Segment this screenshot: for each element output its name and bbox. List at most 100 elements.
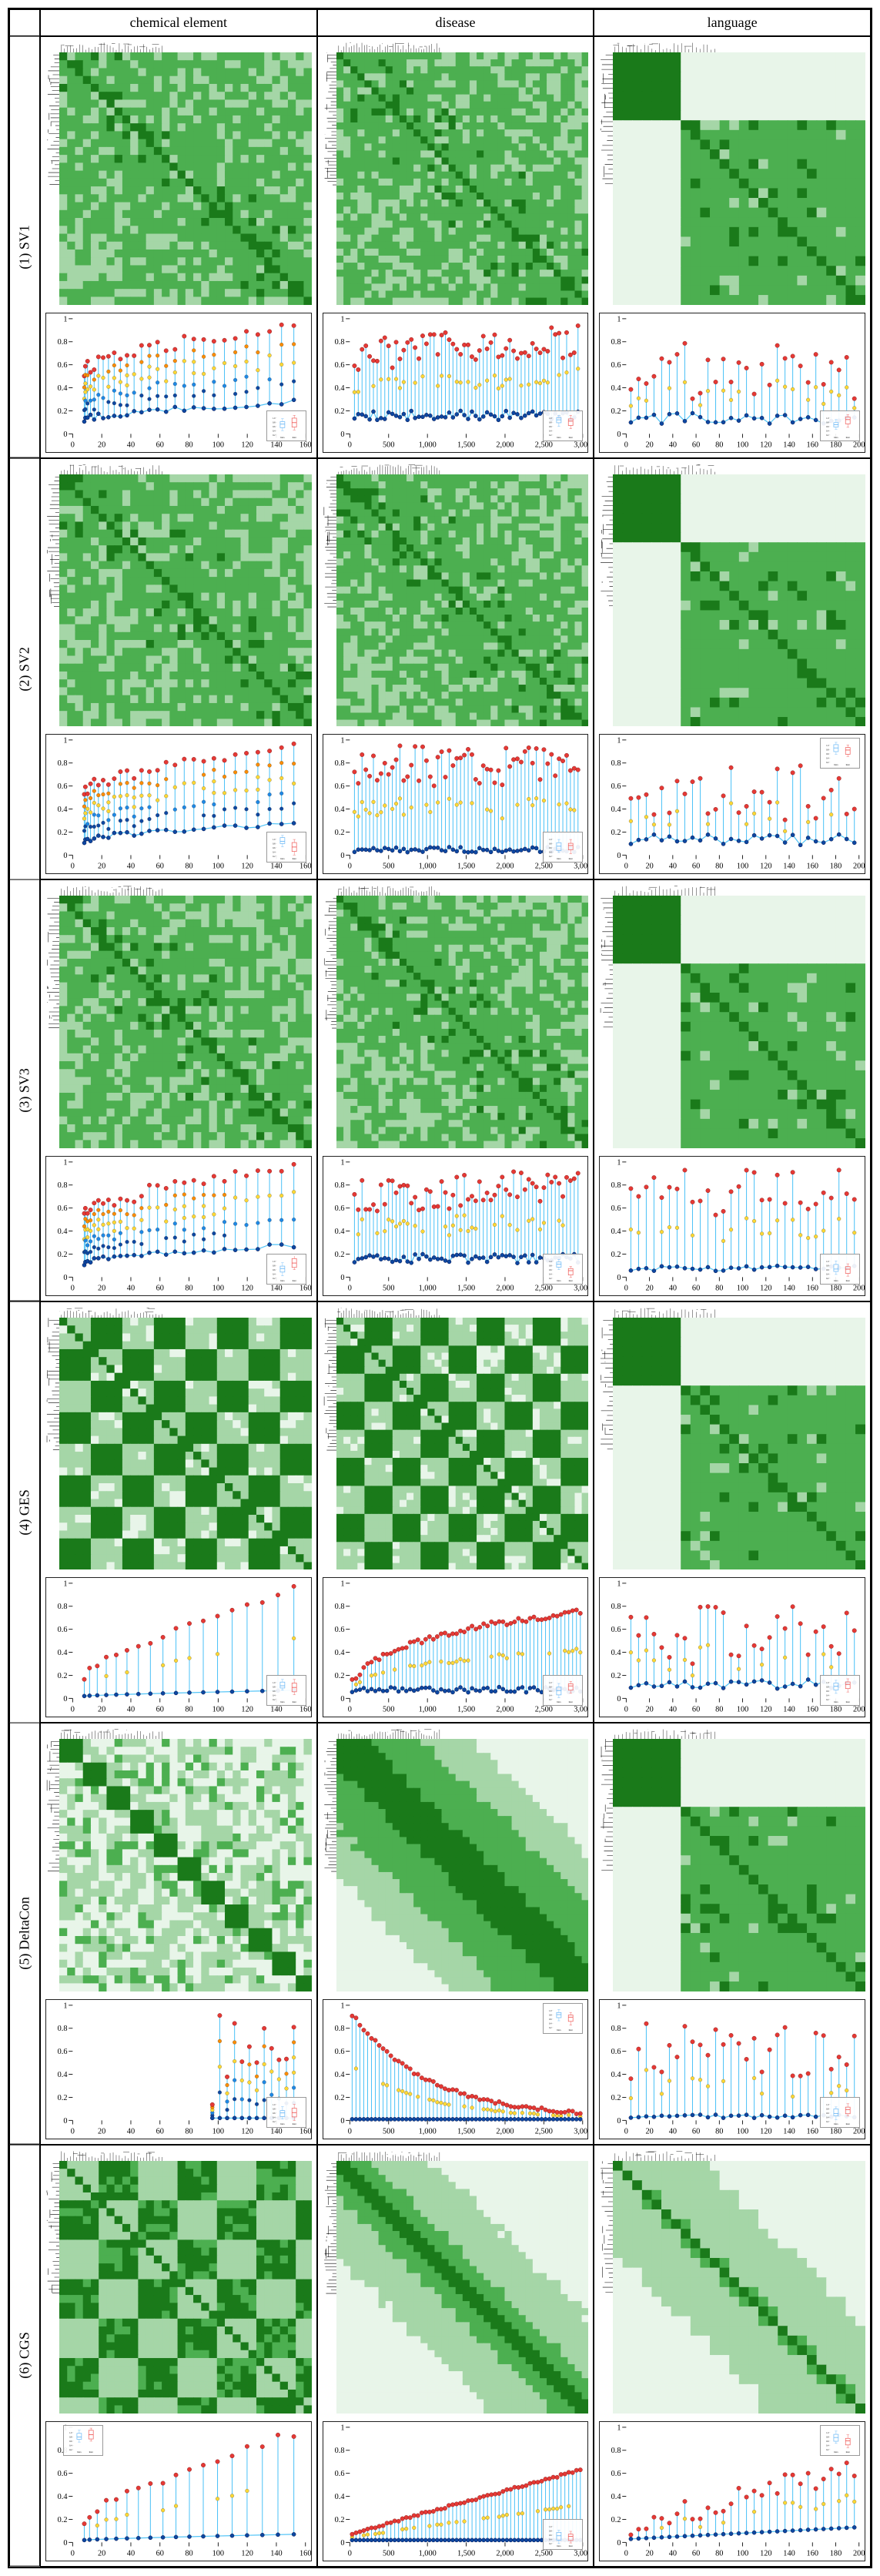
svg-text:60: 60 [156, 863, 164, 871]
svg-text:160: 160 [299, 863, 311, 871]
heatmap [323, 885, 589, 1151]
svg-text:0.6: 0.6 [611, 361, 621, 370]
svg-text:120: 120 [760, 440, 771, 449]
scatter-plot: 00.20.40.60.8105001,0001,5002,0002,5003,… [323, 2421, 589, 2561]
svg-text:180: 180 [830, 440, 842, 449]
svg-text:0.4: 0.4 [611, 384, 621, 393]
svg-text:100: 100 [737, 440, 748, 449]
heatmap [323, 2150, 589, 2417]
svg-text:0.2: 0.2 [611, 407, 621, 416]
grid-cell: 00.20.40.60.8105001,0001,5002,0002,5003,… [317, 2145, 594, 2567]
svg-text:200: 200 [853, 440, 865, 449]
inset-boxplot: 0.20.40.60.81.0IntraInter [266, 410, 306, 441]
row-label: (1) SV1 [9, 36, 40, 458]
inset-boxplot: 0.20.40.60.81.0IntraInter [543, 2003, 583, 2034]
scatter-plot: 00.20.40.60.8105001,0001,5002,0002,5003,… [323, 1999, 589, 2139]
svg-text:1: 1 [63, 315, 67, 323]
row-label: (5) DeltaCon [9, 1723, 40, 2145]
scatter-plot: 00.20.40.60.810204060801001201401600.20.… [45, 1577, 312, 1717]
heatmap [599, 1728, 865, 1995]
heatmap [323, 464, 589, 730]
svg-text:0.8: 0.8 [611, 338, 621, 347]
scatter-plot: 00.20.40.60.8105001,0001,5002,0002,5003,… [323, 734, 589, 874]
svg-text:Inter: Inter [569, 437, 573, 439]
grid-cell: 00.20.40.60.8102040608010012014016018020… [594, 1723, 871, 2145]
svg-text:120: 120 [241, 863, 253, 871]
svg-text:0: 0 [624, 440, 628, 449]
heatmap [323, 1728, 589, 1995]
scatter-plot: 00.20.40.60.8102040608010012014016018020… [599, 1577, 865, 1717]
scatter-plot: 00.20.40.60.8102040608010012014016018020… [599, 734, 865, 874]
svg-text:0.6: 0.6 [58, 361, 68, 370]
svg-text:0.8: 0.8 [334, 338, 344, 347]
svg-text:1,500: 1,500 [457, 440, 475, 449]
inset-boxplot: 0.20.40.60.81.0IntraInter [266, 1675, 306, 1706]
column-header: language [594, 9, 871, 36]
svg-text:40: 40 [669, 440, 677, 449]
inset-boxplot: 0.20.40.60.81.0IntraInter [63, 2425, 103, 2456]
svg-text:0.8: 0.8 [58, 338, 68, 347]
svg-text:0: 0 [63, 852, 67, 860]
svg-text:Intra: Intra [557, 437, 562, 439]
svg-text:160: 160 [299, 440, 311, 449]
scatter-plot: 00.20.40.60.810204060801001201401600.20.… [45, 1999, 312, 2139]
row-label: (2) SV2 [9, 458, 40, 880]
svg-text:2,000: 2,000 [496, 440, 514, 449]
svg-text:0: 0 [347, 440, 351, 449]
svg-text:0.4: 0.4 [334, 384, 344, 393]
svg-text:3,000: 3,000 [574, 440, 587, 449]
scatter-plot: 00.20.40.60.810204060801001201401600.20.… [45, 2421, 312, 2561]
inset-boxplot: 0.20.40.60.81.0IntraInter [820, 1675, 860, 1706]
scatter-plot: 00.20.40.60.8105001,0001,5002,0002,5003,… [323, 1577, 589, 1717]
svg-text:100: 100 [212, 863, 224, 871]
inset-boxplot: 0.20.40.60.81.0IntraInter [266, 1254, 306, 1285]
heatmap [45, 42, 312, 308]
svg-text:40: 40 [127, 440, 135, 449]
svg-text:0.8: 0.8 [549, 421, 552, 424]
svg-text:0.6: 0.6 [549, 426, 552, 428]
svg-text:2,500: 2,500 [534, 440, 552, 449]
svg-text:0.6: 0.6 [273, 426, 276, 428]
heatmap [323, 1307, 589, 1573]
inset-boxplot: 0.20.40.60.81.0IntraInter [266, 2097, 306, 2128]
svg-text:0.2: 0.2 [273, 434, 276, 437]
heatmap [45, 1728, 312, 1995]
grid-cell: 00.20.40.60.8102040608010012014016018020… [594, 879, 871, 1301]
grid-cell: 00.20.40.60.8105001,0001,5002,0002,5003,… [317, 1301, 594, 1723]
svg-text:40: 40 [127, 863, 135, 871]
heatmap [323, 42, 589, 308]
scatter-plot: 00.20.40.60.8105001,0001,5002,0002,5003,… [323, 313, 589, 453]
scatter-plot: 00.20.40.60.8102040608010012014016018020… [599, 1999, 865, 2139]
svg-text:0.8: 0.8 [58, 759, 68, 768]
row-label: (3) SV3 [9, 879, 40, 1301]
svg-text:1.0: 1.0 [273, 417, 276, 420]
svg-text:0: 0 [63, 430, 67, 438]
inset-boxplot: 0.20.40.60.81.0IntraInter [543, 1254, 583, 1285]
inset-boxplot: 0.20.40.60.81.0IntraInter [543, 410, 583, 441]
svg-text:0.6: 0.6 [334, 361, 344, 370]
inset-boxplot: 0.20.40.60.81.0IntraInter [543, 832, 583, 863]
svg-text:0: 0 [71, 440, 75, 449]
heatmap [599, 885, 865, 1151]
corner-cell [9, 9, 40, 36]
inset-boxplot: 0.20.40.60.81.0IntraInter [820, 2425, 860, 2456]
scatter-plot: 00.20.40.60.8102040608010012014016018020… [599, 313, 865, 453]
grid-cell: 00.20.40.60.8102040608010012014016018020… [594, 36, 871, 458]
svg-text:1,000: 1,000 [418, 440, 436, 449]
heatmap [45, 464, 312, 730]
svg-text:0.4: 0.4 [58, 806, 68, 814]
svg-text:0.6: 0.6 [826, 426, 829, 428]
scatter-plot: 00.20.40.60.810204060801001201401600.20.… [45, 734, 312, 874]
svg-text:Inter: Inter [846, 437, 850, 439]
svg-text:0.2: 0.2 [549, 434, 552, 437]
svg-text:1: 1 [340, 315, 344, 323]
heatmap [45, 1307, 312, 1573]
svg-text:Intra: Intra [834, 437, 838, 439]
svg-text:1: 1 [63, 737, 67, 745]
svg-text:160: 160 [807, 440, 818, 449]
grid-cell: 00.20.40.60.8102040608010012014016018020… [594, 2145, 871, 2567]
grid-cell: 00.20.40.60.8102040608010012014016018020… [594, 1301, 871, 1723]
inset-boxplot: 0.20.40.60.81.0IntraInter [820, 2097, 860, 2128]
scatter-plot: 00.20.40.60.8102040608010012014016018020… [599, 2421, 865, 2561]
grid-cell: 00.20.40.60.8102040608010012014016018020… [594, 458, 871, 880]
